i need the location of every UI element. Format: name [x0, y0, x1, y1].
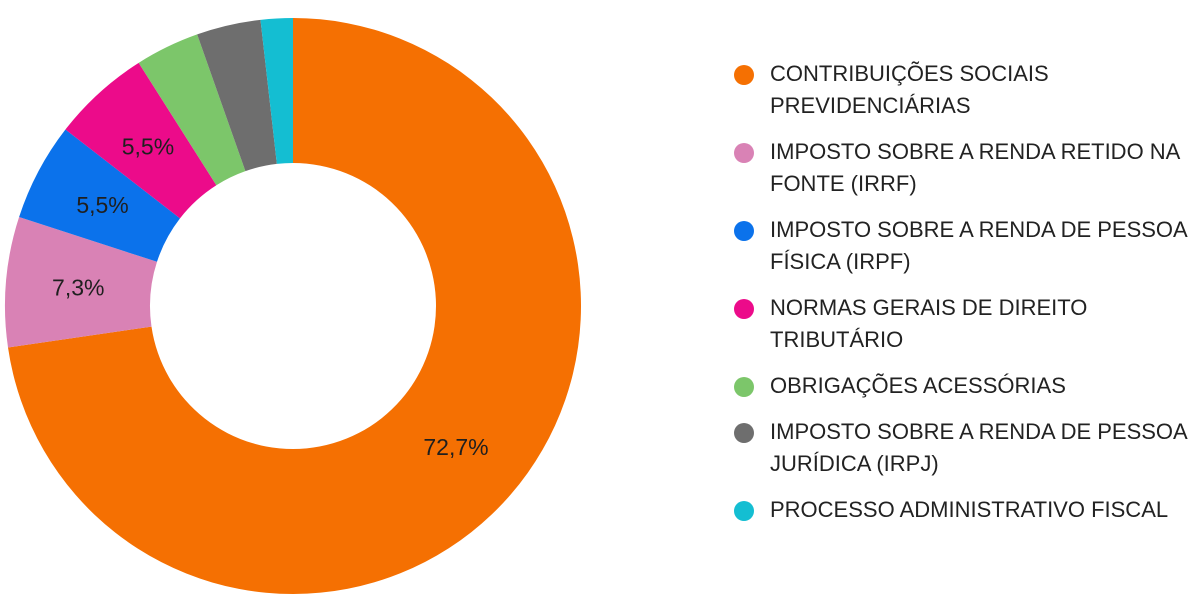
legend-swatch — [734, 377, 754, 397]
legend-item: OBRIGAÇÕES ACESSÓRIAS — [734, 370, 1194, 402]
legend-swatch — [734, 221, 754, 241]
legend-label: PROCESSO ADMINISTRATIVO FISCAL — [770, 497, 1169, 522]
legend-swatch — [734, 423, 754, 443]
slice-labels: 72,7% 7,3% 5,5% 5,5% — [52, 134, 489, 460]
slice-value-label: 5,5% — [122, 134, 174, 160]
donut-chart: 72,7% 7,3% 5,5% 5,5% — [5, 18, 582, 595]
legend-item: PROCESSO ADMINISTRATIVO FISCAL — [734, 494, 1194, 526]
legend-label: IMPOSTO SOBRE A RENDA DE PESSOA JURÍDICA… — [770, 419, 1187, 476]
legend-swatch — [734, 143, 754, 163]
slice-value-label: 7,3% — [52, 275, 104, 301]
legend-swatch — [734, 501, 754, 521]
slice-value-label: 72,7% — [423, 434, 488, 460]
legend-item: NORMAS GERAIS DE DIREITO TRIBUTÁRIO — [734, 292, 1194, 356]
legend-item: CONTRIBUIÇÕES SOCIAIS PREVIDENCIÁRIAS — [734, 58, 1194, 122]
donut-slices — [5, 18, 582, 595]
slice-value-label: 5,5% — [76, 192, 128, 218]
legend-item: IMPOSTO SOBRE A RENDA RETIDO NA FONTE (I… — [734, 136, 1194, 200]
legend-swatch — [734, 299, 754, 319]
legend: CONTRIBUIÇÕES SOCIAIS PREVIDENCIÁRIAS IMP… — [734, 58, 1194, 540]
donut-slice — [197, 19, 277, 172]
donut-slice — [5, 217, 157, 348]
legend-swatch — [734, 65, 754, 85]
legend-item: IMPOSTO SOBRE A RENDA DE PESSOA FÍSICA (… — [734, 214, 1194, 278]
donut-slice — [260, 18, 293, 164]
legend-label: IMPOSTO SOBRE A RENDA DE PESSOA FÍSICA (… — [770, 217, 1187, 274]
donut-slice — [19, 129, 181, 262]
legend-label: NORMAS GERAIS DE DIREITO TRIBUTÁRIO — [770, 295, 1088, 352]
donut-slice — [65, 62, 217, 219]
legend-label: OBRIGAÇÕES ACESSÓRIAS — [770, 373, 1066, 398]
legend-label: CONTRIBUIÇÕES SOCIAIS PREVIDENCIÁRIAS — [770, 61, 1049, 118]
legend-label: IMPOSTO SOBRE A RENDA RETIDO NA FONTE (I… — [770, 139, 1180, 196]
legend-item: IMPOSTO SOBRE A RENDA DE PESSOA JURÍDICA… — [734, 416, 1194, 480]
donut-slice — [138, 34, 246, 186]
donut-slice — [8, 18, 582, 595]
